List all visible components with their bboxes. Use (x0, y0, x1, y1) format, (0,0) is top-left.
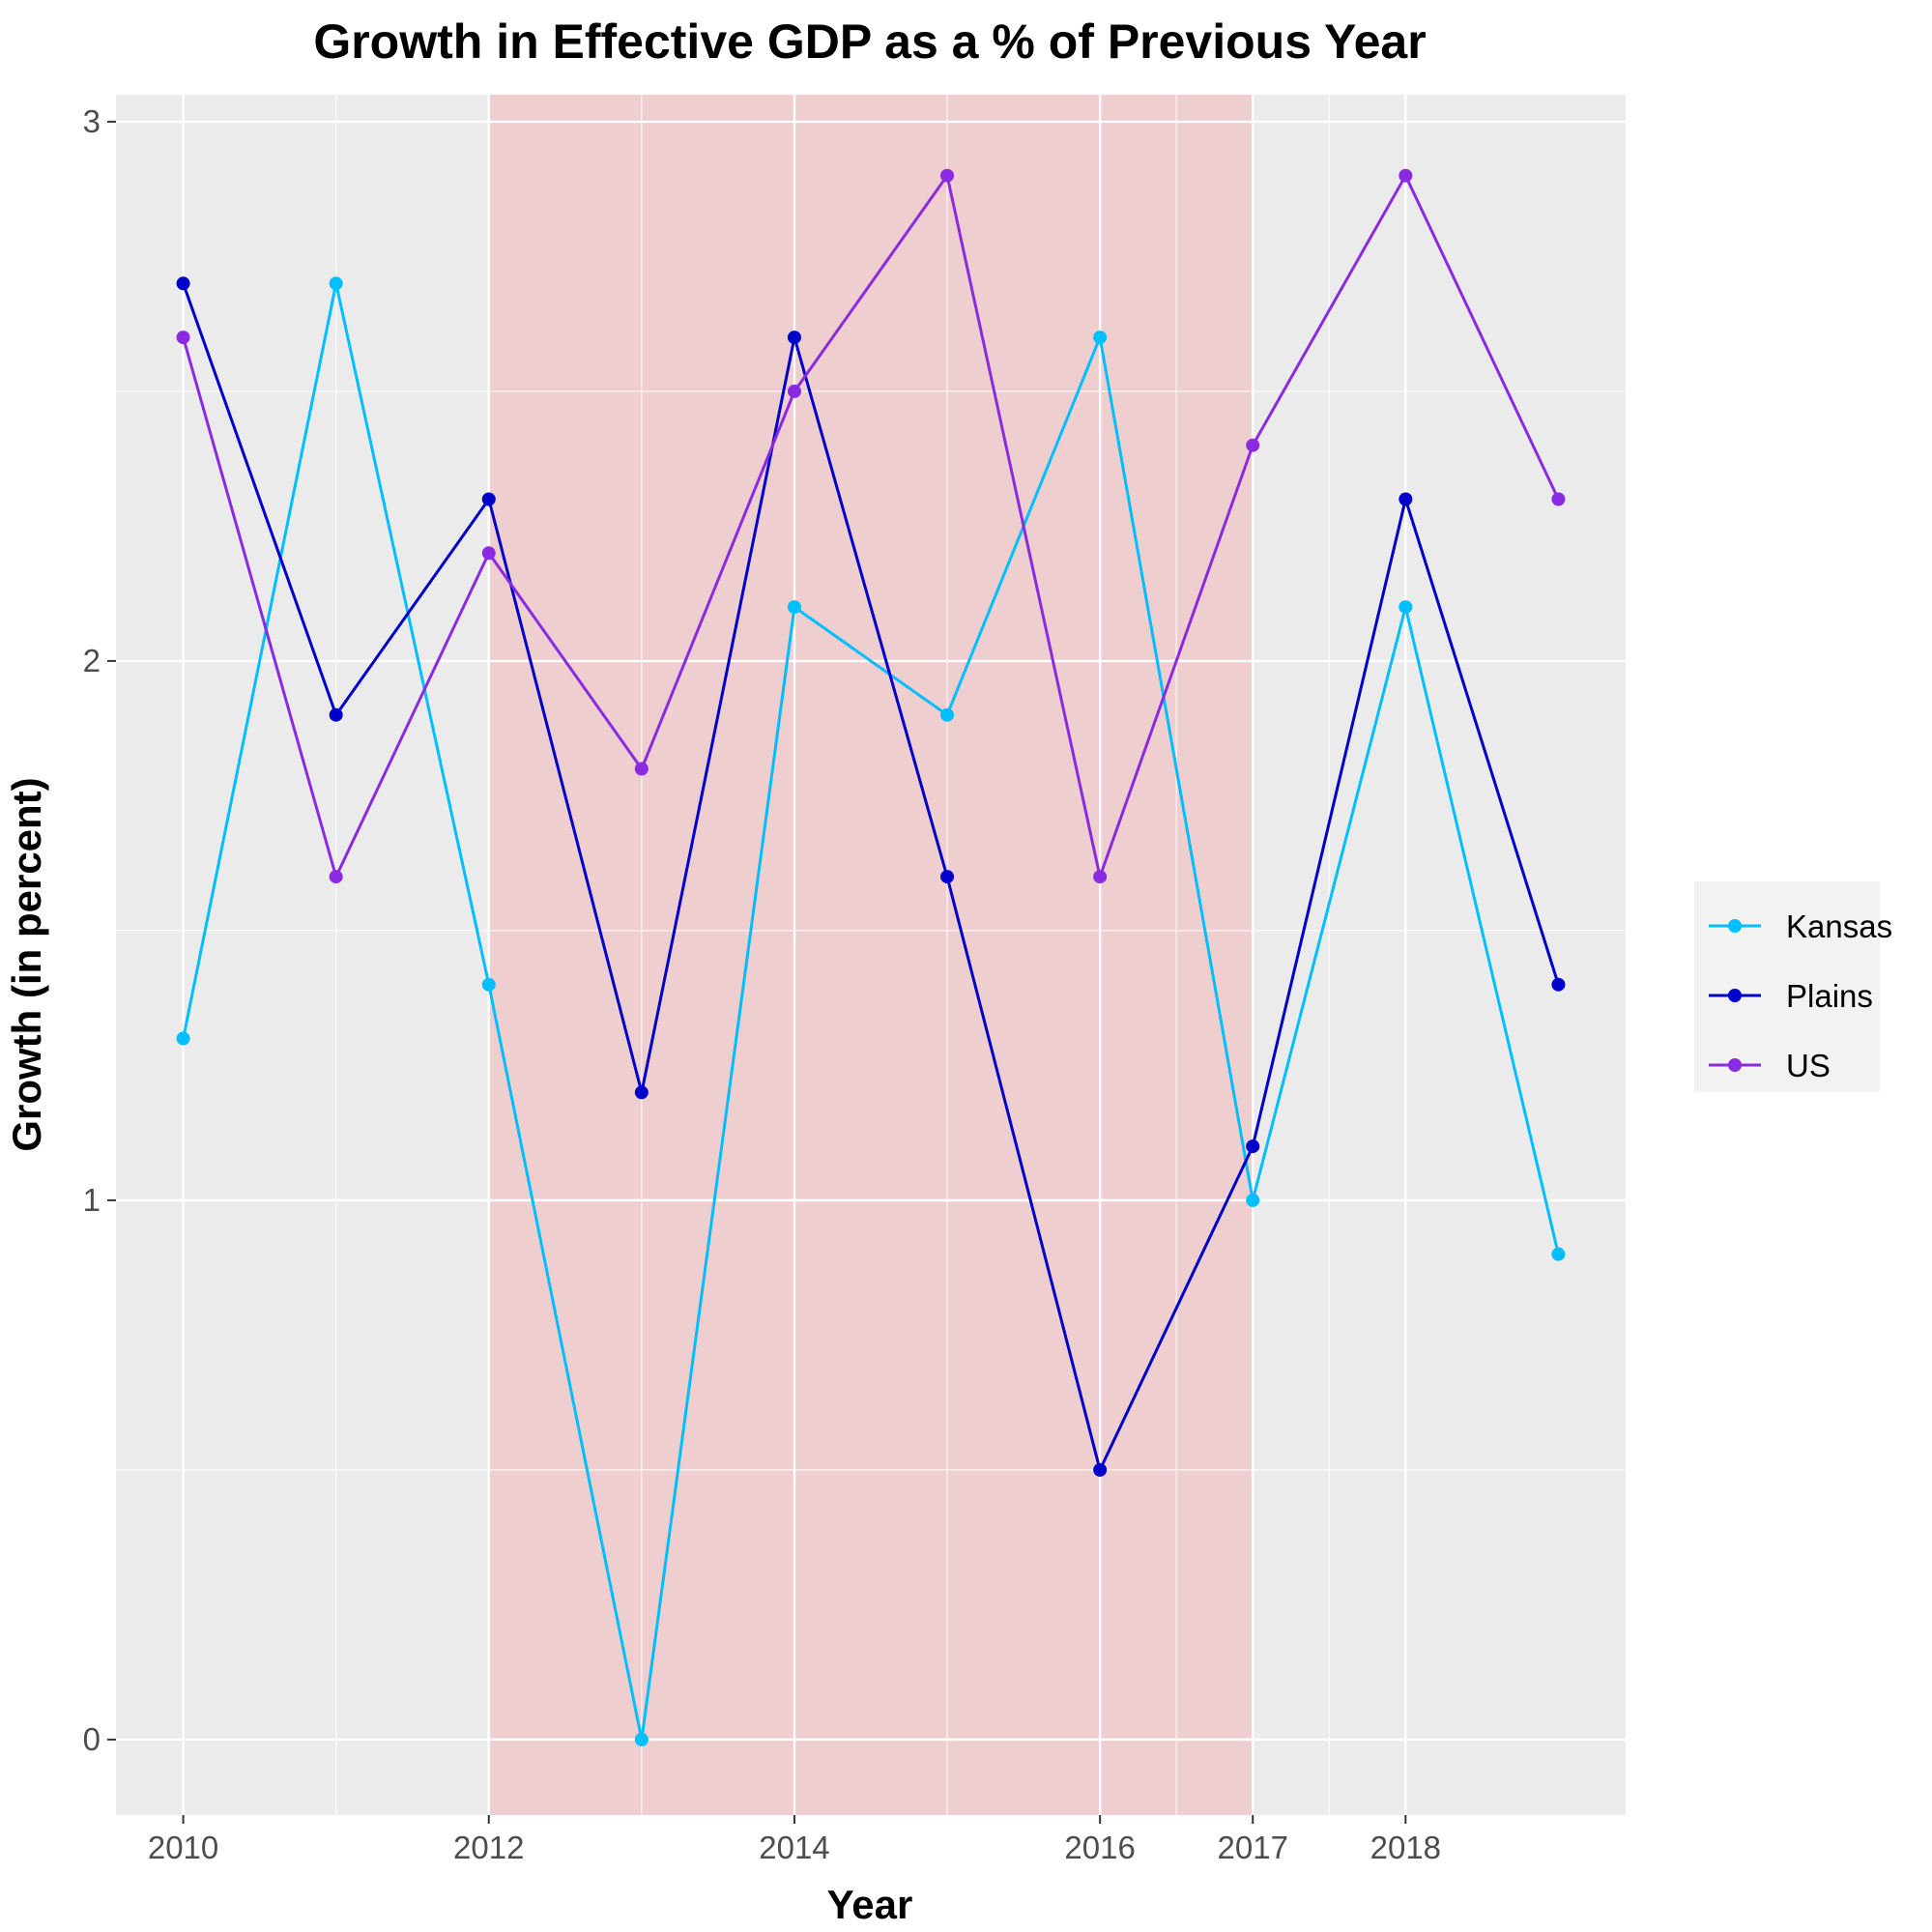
data-point-plains (1551, 977, 1566, 992)
series-lines (182, 174, 1560, 1742)
data-point-us (1246, 438, 1260, 452)
data-point-us (1551, 492, 1566, 506)
data-point-us (1093, 870, 1108, 884)
data-point-kansas (1093, 331, 1108, 345)
data-point-kansas (1246, 1193, 1260, 1207)
x-tick-label: 2016 (1064, 1830, 1135, 1865)
data-point-plains (329, 707, 343, 722)
legend-key-point-us (1728, 1058, 1742, 1072)
data-point-kansas (176, 1031, 190, 1046)
minor-gridlines (116, 95, 1626, 1815)
data-point-kansas (1551, 1247, 1566, 1261)
y-axis: 0 1 2 3 (83, 103, 116, 1757)
data-point-plains (787, 331, 801, 345)
data-point-plains (1093, 1462, 1108, 1477)
data-point-kansas (787, 600, 801, 615)
legend-label-kansas: Kansas (1786, 908, 1892, 944)
legend-background (1694, 881, 1880, 1092)
data-point-us (1399, 168, 1413, 183)
data-point-kansas (1399, 600, 1413, 615)
data-point-kansas (940, 707, 955, 722)
data-point-plains (634, 1085, 649, 1100)
data-point-kansas (634, 1732, 649, 1746)
data-point-us (176, 331, 190, 345)
data-point-kansas (481, 977, 496, 992)
plot-area (116, 95, 1626, 1815)
data-point-kansas (329, 276, 343, 291)
legend-key-point-plains (1728, 989, 1742, 1002)
data-point-us (940, 168, 955, 183)
major-gridlines (116, 95, 1626, 1815)
legend-key-point-kansas (1728, 919, 1742, 933)
x-tick-label: 2014 (759, 1830, 829, 1865)
y-axis-title: Growth (in percent) (4, 777, 49, 1151)
chart-title: Growth in Effective GDP as a % of Previo… (313, 14, 1426, 69)
series-line-kansas (182, 281, 1560, 1742)
x-tick-label: 2010 (148, 1830, 218, 1865)
x-tick-label: 2017 (1218, 1830, 1288, 1865)
data-point-us (481, 546, 496, 561)
data-point-plains (176, 276, 190, 291)
y-tick-label: 2 (83, 643, 101, 678)
data-point-plains (940, 870, 955, 884)
highlight-region (488, 95, 1254, 1815)
data-point-plains (481, 492, 496, 506)
data-point-us (329, 870, 343, 884)
series-line-plains (182, 282, 1560, 1472)
legend-label-us: US (1786, 1048, 1831, 1083)
y-tick-label: 3 (83, 103, 101, 139)
data-point-plains (1399, 492, 1413, 506)
y-tick-label: 1 (83, 1182, 101, 1218)
y-tick-label: 0 (83, 1721, 101, 1757)
series-line-us (182, 174, 1560, 879)
x-axis-title: Year (827, 1882, 913, 1927)
x-axis: 2010 2012 2014 2016 2017 2018 (148, 1815, 1441, 1865)
data-point-us (787, 384, 801, 398)
x-tick-label: 2018 (1370, 1830, 1441, 1865)
data-point-us (634, 762, 649, 776)
legend: Kansas Plains US (1694, 881, 1892, 1092)
series-points (176, 168, 1566, 1746)
x-tick-label: 2012 (453, 1830, 524, 1865)
data-point-plains (1246, 1139, 1260, 1154)
legend-label-plains: Plains (1786, 978, 1873, 1014)
